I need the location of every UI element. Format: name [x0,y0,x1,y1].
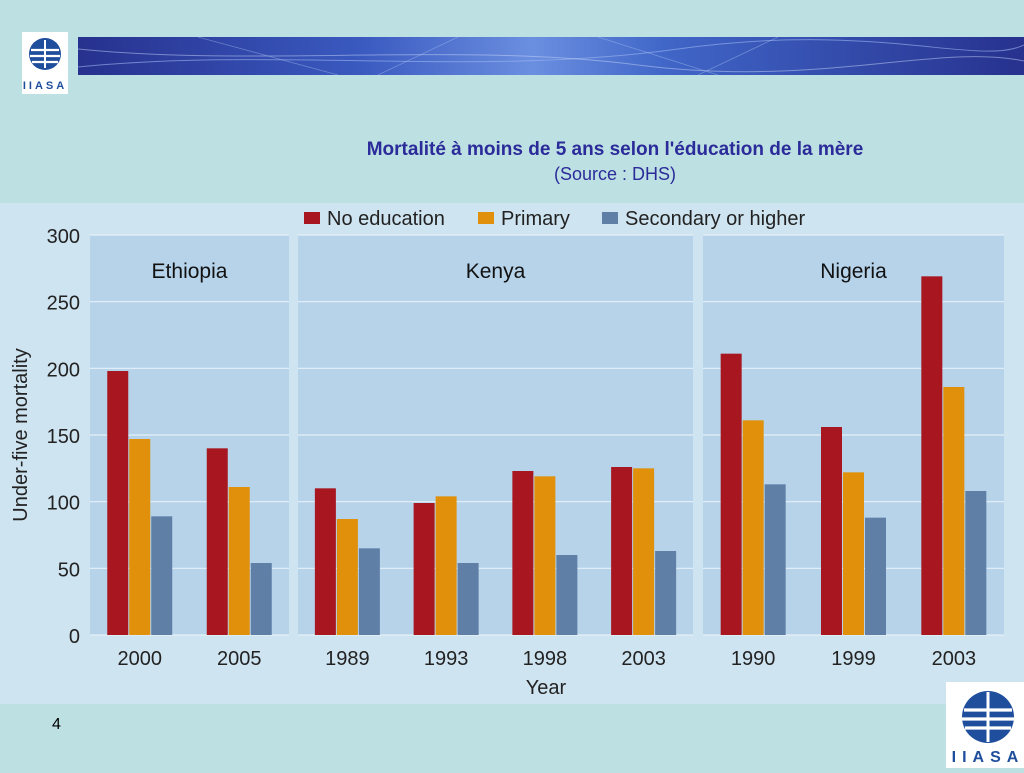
x-axis-label: Year [526,677,567,699]
bar-kenya-2003-secondary-or-higher [655,551,677,635]
bar-ethiopia-2000-secondary-or-higher [151,516,173,635]
bar-kenya-1989-no-education [314,488,336,635]
x-tick-label: 1990 [731,648,776,670]
panel-title: Ethiopia [152,260,228,283]
svg-text:IIASA: IIASA [23,80,67,92]
y-tick-label: 0 [69,626,80,648]
x-tick-label: 1998 [523,648,568,670]
x-tick-label: 2003 [621,648,666,670]
bar-kenya-1998-secondary-or-higher [556,555,578,635]
bar-nigeria-1999-no-education [821,427,842,635]
bar-kenya-1998-primary [534,476,556,635]
bar-nigeria-1990-primary [742,420,764,635]
bar-kenya-1989-primary [336,519,358,635]
bar-ethiopia-2005-secondary-or-higher [250,563,272,635]
bar-ethiopia-2000-primary [129,439,151,635]
y-tick-label: 50 [58,559,80,581]
legend-label: Secondary or higher [625,208,805,230]
slide-title-block: Mortalité à moins de 5 ans selon l'éduca… [205,137,1024,186]
bar-ethiopia-2005-primary [228,487,250,635]
legend-swatch-no-education [304,212,320,224]
bar-nigeria-1999-secondary-or-higher [865,517,886,635]
bar-nigeria-2003-no-education [921,276,943,635]
x-tick-label: 2000 [118,648,163,670]
x-tick-label: 1989 [325,648,370,670]
bar-kenya-1993-primary [435,496,457,635]
legend-swatch-primary [478,212,494,224]
y-tick-label: 250 [47,293,80,315]
svg-text:IIASA: IIASA [952,749,1024,766]
legend-label: No education [327,208,445,230]
bar-nigeria-2003-primary [943,387,965,635]
y-axis-label: Under-five mortality [10,348,32,521]
iiasa-logo: IIASA [22,32,68,94]
x-tick-label: 2003 [932,648,977,670]
bar-nigeria-1990-secondary-or-higher [764,484,786,635]
bar-nigeria-1999-primary [843,472,864,635]
iiasa-logo-bottom: IIASA [946,682,1024,768]
bar-kenya-2003-no-education [611,467,633,635]
bar-kenya-2003-primary [633,468,655,635]
bar-kenya-1998-no-education [512,471,534,635]
header-banner [78,37,1024,75]
bar-nigeria-1990-no-education [720,353,742,635]
y-tick-label: 200 [47,359,80,381]
y-tick-label: 300 [47,226,80,248]
bar-ethiopia-2005-no-education [206,448,228,635]
legend-swatch-secondary-or-higher [602,212,618,224]
panel-title: Kenya [466,260,526,283]
x-tick-label: 2005 [217,648,262,670]
panel-title: Nigeria [820,260,887,283]
page-number: 4 [52,716,61,733]
slide-title: Mortalité à moins de 5 ans selon l'éduca… [366,139,864,160]
y-tick-label: 100 [47,493,80,515]
y-tick-label: 150 [47,426,80,448]
slide-subtitle: (Source : DHS) [553,164,677,184]
x-tick-label: 1993 [424,648,469,670]
bar-ethiopia-2000-no-education [107,371,129,635]
bar-nigeria-2003-secondary-or-higher [965,491,987,635]
legend-label: Primary [501,208,570,230]
bar-kenya-1993-no-education [413,503,435,635]
x-tick-label: 1999 [831,648,876,670]
bar-kenya-1993-secondary-or-higher [457,563,479,635]
grouped-bar-chart: 0 50 100 150 200 250 300 Under-five mortality Et… [10,208,1004,699]
bar-kenya-1989-secondary-or-higher [358,548,380,635]
